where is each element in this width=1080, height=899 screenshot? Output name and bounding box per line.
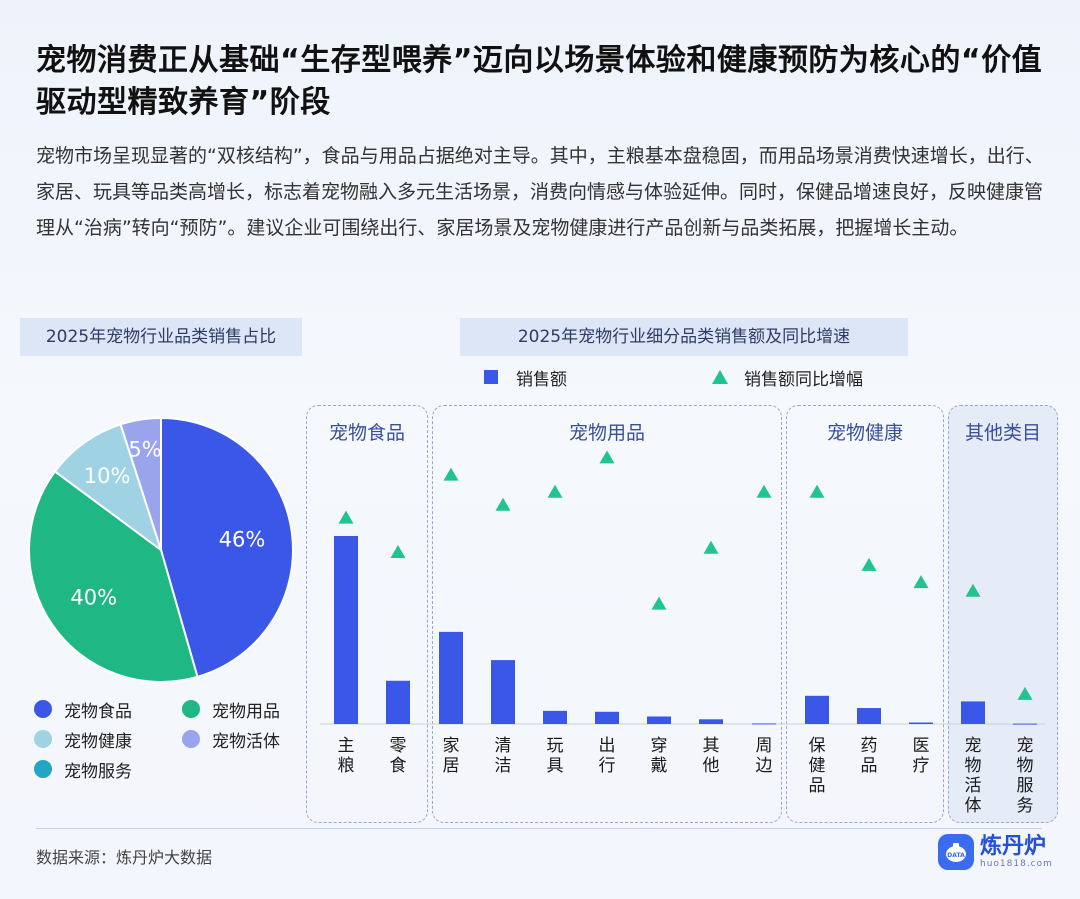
pie-legend-dot-2 (34, 730, 52, 748)
growth-marker-3 (495, 497, 511, 511)
pie-legend-item-0: 宠物食品 (34, 698, 182, 722)
bar-7 (699, 719, 723, 724)
category-label-3: 清洁 (494, 736, 512, 776)
pie-legend-label-3: 宠物活体 (212, 731, 280, 752)
bar-10 (857, 708, 881, 724)
growth-marker-11 (913, 575, 929, 589)
bar-5 (595, 711, 619, 724)
category-label-6: 穿戴 (650, 736, 668, 776)
growth-marker-12 (965, 583, 981, 597)
growth-marker-5 (599, 450, 615, 464)
group-title-other: 其他类目 (964, 422, 1041, 444)
growth-marker-7 (703, 540, 719, 554)
growth-marker-2 (443, 467, 459, 481)
legend-growth-label: 销售额同比增幅 (744, 369, 863, 390)
group-box-other: 其他类目 (948, 405, 1058, 823)
bar-0 (334, 536, 358, 724)
pie-slice-0 (160, 416, 294, 679)
category-label-9: 保健品 (808, 736, 826, 796)
growth-marker-4 (547, 484, 563, 498)
bar-2 (439, 631, 463, 724)
group-box-pet-health: 宠物健康 (786, 405, 944, 823)
group-title-pet-food: 宠物食品 (328, 422, 405, 444)
logo-mark-icon: DATA (938, 834, 974, 870)
bar-chart-title: 2025年宠物行业细分品类销售额及同比增速 (460, 318, 908, 356)
bar-12 (961, 701, 985, 724)
category-label-7: 其他 (702, 736, 720, 776)
pie-chart-title: 2025年宠物行业品类销售占比 (20, 318, 302, 356)
bar-13 (1013, 723, 1037, 725)
pie-legend-dot-3 (182, 730, 200, 748)
pie-slice-1 (28, 470, 199, 683)
category-label-4: 玩具 (546, 736, 564, 776)
page-description: 宠物市场呈现显著的“双核结构”，食品与用品占据绝对主导。其中，主粮基本盘稳固，而… (36, 145, 1044, 239)
legend-growth: 销售额同比增幅 (712, 364, 863, 390)
growth-marker-6 (651, 596, 667, 610)
pie-legend-dot-0 (34, 700, 52, 718)
category-label-12: 宠物活体 (964, 736, 982, 816)
footer-divider (36, 828, 1042, 829)
logo-name: 炼丹炉 (980, 834, 1047, 859)
pie-legend-label-4: 宠物服务 (64, 761, 132, 782)
group-title-pet-supplies: 宠物用品 (568, 422, 645, 444)
category-label-0: 主粮 (337, 736, 355, 776)
group-title-pet-health: 宠物健康 (826, 422, 903, 444)
pie-chart: 46% 40% 10% 5% (28, 416, 294, 683)
pie-legend-item-4: 宠物服务 (34, 758, 182, 782)
growth-marker-10 (861, 557, 877, 571)
growth-marker-1 (390, 545, 406, 558)
pie-slice-label-1: 40% (70, 586, 117, 610)
bar-3 (491, 660, 515, 724)
logo-domain: huo1818.com (980, 859, 1053, 869)
pie-slice-label-2: 10% (84, 464, 131, 488)
pie-legend-dot-1 (182, 700, 200, 718)
growth-marker-13 (1017, 686, 1033, 700)
bar-8 (752, 723, 776, 725)
pie-legend: 宠物食品 宠物用品宠物健康 宠物活体宠物服务 (34, 698, 314, 782)
category-label-1: 零食 (389, 736, 407, 776)
pie-legend-item-3: 宠物活体 (182, 728, 314, 752)
legend-sales: 销售额 (484, 364, 567, 390)
pie-slice-label-3: 5% (128, 437, 161, 461)
group-box-pet-food: 宠物食品 (306, 405, 428, 823)
group-box-pet-supplies: 宠物用品 (432, 405, 782, 823)
category-label-10: 药品 (860, 736, 878, 776)
category-label-11: 医疗 (912, 736, 930, 776)
pie-legend-item-1: 宠物用品 (182, 698, 314, 722)
category-label-8: 周边 (755, 736, 773, 776)
logo-mark-text: DATA (947, 852, 965, 859)
pie-slice-label-0: 46% (219, 528, 266, 552)
pie-slice-3 (119, 416, 162, 551)
bar-9 (805, 695, 829, 724)
pie-legend-label-2: 宠物健康 (64, 731, 132, 752)
growth-marker-9 (809, 484, 825, 498)
pie-legend-label-0: 宠物食品 (64, 701, 132, 722)
bar-4 (543, 710, 567, 724)
category-label-5: 出行 (598, 736, 616, 776)
legend-sales-label: 销售额 (516, 369, 567, 390)
pie-slice-2 (53, 423, 163, 553)
category-label-2: 家居 (442, 736, 460, 776)
data-source: 数据来源：炼丹炉大数据 (36, 848, 213, 867)
bar-1 (386, 680, 410, 724)
legend-sales-swatch (484, 370, 498, 384)
growth-marker-8 (756, 484, 772, 498)
bar-11 (909, 722, 933, 724)
brand-logo: DATA 炼丹炉 huo1818.com (938, 834, 1053, 870)
growth-marker-0 (338, 510, 354, 524)
pie-legend-item-2: 宠物健康 (34, 728, 182, 752)
pie-legend-dot-4 (34, 760, 52, 778)
pie-legend-label-1: 宠物用品 (212, 701, 280, 722)
legend-growth-triangle-icon (712, 370, 728, 384)
bar-6 (647, 716, 671, 724)
category-label-13: 宠物服务 (1016, 736, 1034, 816)
page-title: 宠物消费正从基础“生存型喂养”迈向以场景体验和健康预防为核心的“价值驱动型精致养… (36, 43, 1043, 120)
